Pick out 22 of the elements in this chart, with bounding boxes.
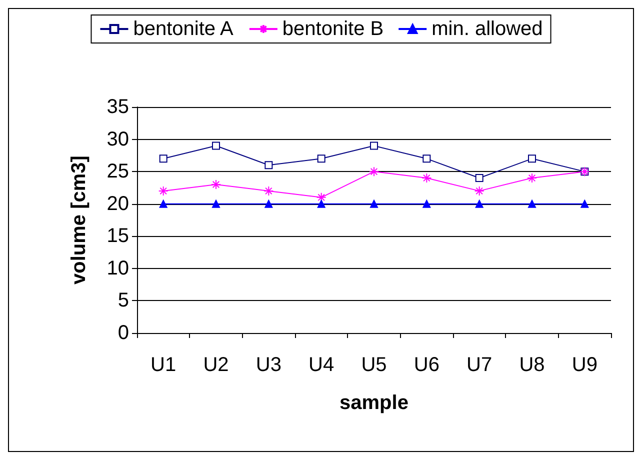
x-tick-label: U4 [308, 354, 334, 376]
x-tick-label: U9 [572, 354, 598, 376]
y-axis-title: volume [cm3] [68, 156, 90, 284]
y-tick-label: 0 [118, 322, 129, 344]
x-tick-label: U5 [361, 354, 387, 376]
legend-label: min. allowed [432, 18, 543, 40]
x-axis-title: sample [340, 392, 408, 414]
y-tick-label: 15 [106, 225, 129, 248]
y-tick-label: 20 [106, 192, 129, 215]
y-tick-label: 35 [106, 96, 129, 118]
y-tick-label: 5 [118, 290, 129, 312]
legend-label: bentonite A [133, 18, 234, 40]
y-tick-label: 10 [106, 257, 129, 280]
y-tick-label: 30 [106, 128, 129, 150]
legend-label: bentonite B [282, 18, 384, 40]
x-tick-label: U3 [256, 354, 282, 376]
x-tick-label: U7 [466, 354, 492, 376]
y-tick-label: 25 [106, 160, 129, 183]
x-tick-label: U2 [203, 354, 229, 376]
x-tick-label: U1 [150, 354, 176, 376]
x-tick-label: U6 [414, 354, 440, 376]
x-tick-label: U8 [519, 354, 545, 376]
